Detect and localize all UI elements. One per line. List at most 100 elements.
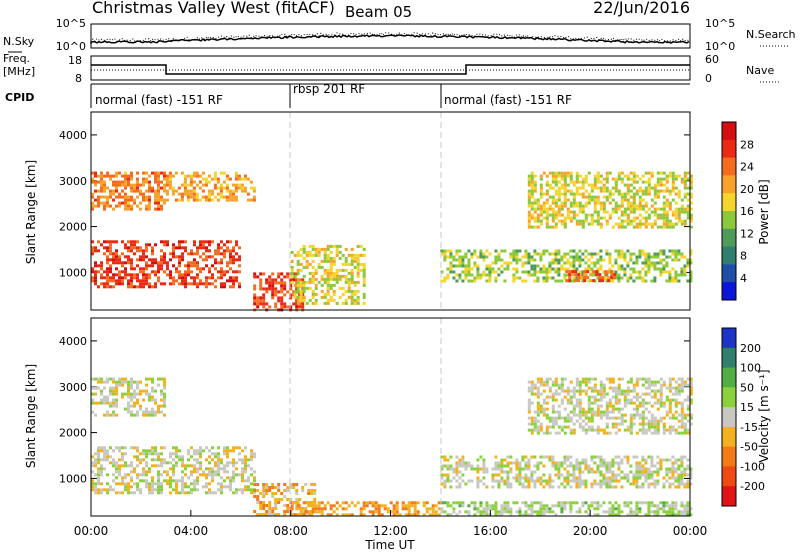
data-cell [91, 204, 94, 208]
data-cell [665, 510, 669, 514]
data-cell [638, 501, 642, 505]
data-cell [320, 507, 324, 511]
data-cell [157, 261, 160, 265]
data-cell [142, 276, 145, 280]
data-cell [617, 422, 621, 426]
data-cell [157, 488, 160, 492]
data-cell [635, 461, 639, 465]
data-cell [91, 276, 94, 280]
data-cell [243, 189, 247, 193]
data-cell [353, 256, 357, 260]
data-cell [665, 501, 669, 505]
data-cell [148, 198, 151, 202]
data-cell [401, 504, 405, 508]
data-cell [476, 276, 480, 280]
data-cell [220, 282, 223, 286]
data-cell [311, 271, 315, 275]
data-cell [677, 252, 681, 256]
data-cell [560, 425, 564, 429]
data-cell [344, 513, 348, 517]
data-cell [205, 485, 208, 489]
data-cell [103, 174, 106, 178]
data-cell [629, 201, 633, 205]
colorbar-tick-label: -200 [740, 480, 765, 493]
data-cell [160, 180, 163, 184]
data-cell [641, 431, 645, 435]
data-cell [638, 249, 642, 253]
data-cell [674, 222, 678, 226]
data-cell [356, 289, 360, 293]
data-cell [530, 216, 534, 220]
freq-label-2: [MHz] [3, 65, 35, 78]
data-cell [160, 377, 163, 381]
data-cell [189, 174, 193, 178]
data-cell [614, 501, 618, 505]
data-cell [560, 183, 564, 187]
data-cell [536, 467, 540, 471]
data-cell [127, 207, 130, 211]
data-cell [599, 249, 603, 253]
data-cell [563, 255, 567, 259]
data-cell [632, 422, 636, 426]
data-cell [274, 507, 278, 510]
data-cell [121, 479, 124, 483]
data-cell [198, 186, 202, 190]
data-cell [668, 428, 672, 432]
data-cell [602, 473, 606, 477]
data-cell [626, 216, 630, 220]
data-cell [677, 464, 681, 468]
data-cell [293, 274, 297, 278]
data-cell [407, 501, 411, 505]
data-cell [268, 287, 272, 291]
data-cell [139, 491, 142, 495]
data-cell [518, 473, 522, 477]
data-cell [259, 492, 263, 495]
data-cell [356, 298, 360, 302]
data-cell [653, 195, 657, 199]
data-cell [302, 501, 306, 505]
data-cell [565, 270, 569, 274]
data-cell [542, 407, 546, 411]
data-cell [305, 262, 309, 266]
data-cell [578, 201, 582, 205]
data-cell [130, 279, 133, 283]
data-cell [635, 455, 639, 459]
data-cell [668, 377, 672, 381]
data-cell [223, 464, 226, 468]
data-cell [217, 482, 220, 486]
data-cell [207, 180, 211, 184]
data-cell [219, 183, 223, 187]
data-cell [674, 279, 678, 283]
data-cell [241, 467, 244, 471]
data-cell [644, 186, 648, 190]
data-cell [184, 491, 187, 495]
data-cell [476, 485, 480, 489]
data-cell [674, 392, 678, 396]
data-cell [214, 258, 217, 262]
data-cell [449, 249, 453, 253]
data-cell [599, 383, 603, 387]
data-cell [566, 413, 570, 417]
data-cell [178, 449, 181, 453]
data-cell [605, 222, 609, 226]
data-cell [611, 507, 615, 511]
data-cell [593, 219, 597, 223]
data-cell [145, 282, 148, 286]
data-cell [308, 510, 312, 514]
data-cell [118, 192, 121, 196]
data-cell [497, 267, 501, 271]
data-cell [533, 201, 537, 205]
data-cell [551, 398, 555, 402]
data-cell [674, 410, 678, 414]
data-cell [130, 386, 133, 390]
data-cell [476, 479, 480, 483]
data-cell [482, 507, 486, 511]
data-cell [335, 250, 339, 254]
data-cell [554, 383, 558, 387]
data-cell [201, 189, 205, 193]
data-cell [557, 207, 561, 211]
data-cell [572, 473, 576, 477]
data-cell [689, 279, 693, 283]
data-cell [665, 255, 669, 259]
data-cell [196, 476, 199, 480]
